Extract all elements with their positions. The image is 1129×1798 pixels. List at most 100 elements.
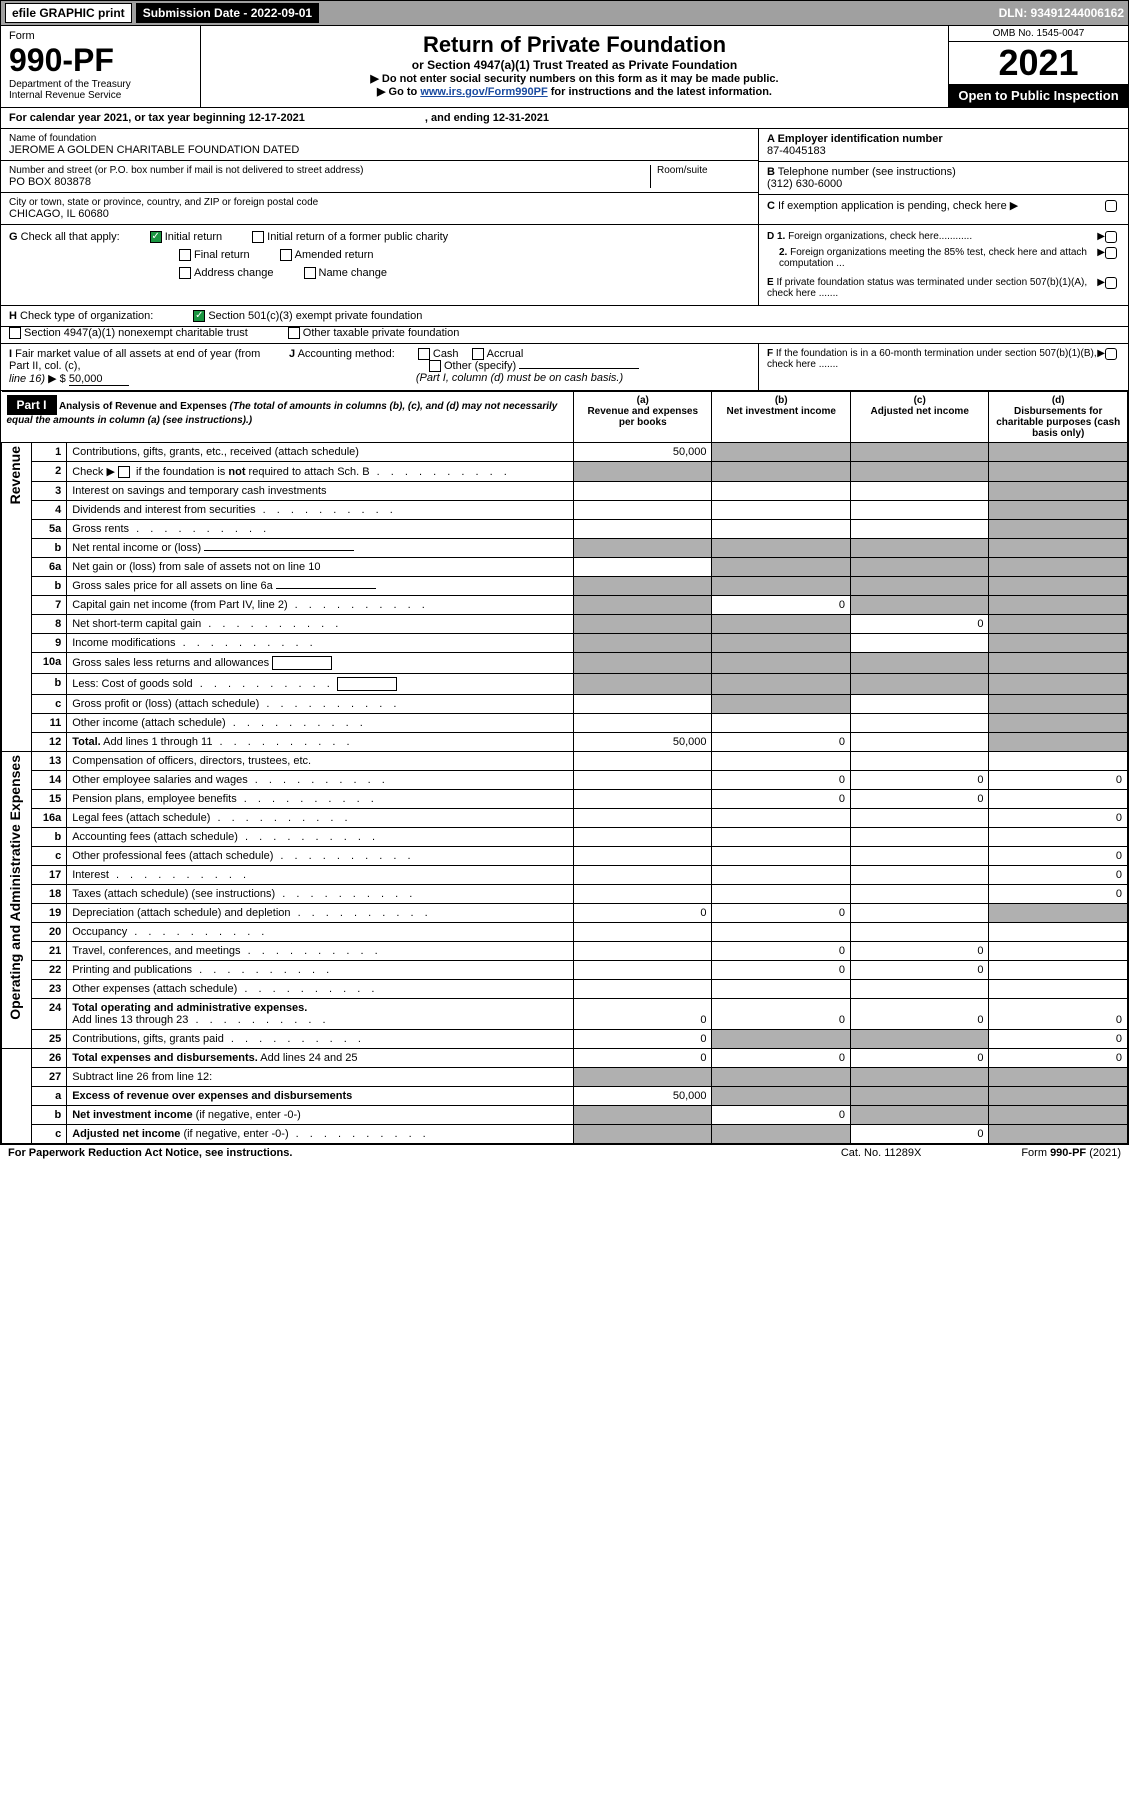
- i-mid: J Accounting method: Cash Accrual Other …: [281, 344, 758, 390]
- line21-c: 0: [850, 942, 988, 961]
- line1: Contributions, gifts, grants, etc., rece…: [67, 443, 574, 462]
- exemption-checkbox[interactable]: [1105, 200, 1117, 212]
- paperwork-notice: For Paperwork Reduction Act Notice, see …: [8, 1147, 292, 1159]
- b-text: Telephone number (see instructions): [775, 166, 956, 178]
- other-taxable-check[interactable]: Other taxable private foundation: [288, 327, 460, 339]
- line24-a: 0: [574, 999, 712, 1030]
- c-bold: C: [767, 200, 775, 212]
- line15: Pension plans, employee benefits: [67, 790, 574, 809]
- part1-label: Part I: [7, 395, 57, 415]
- cal-begin: For calendar year 2021, or tax year begi…: [9, 112, 305, 124]
- schb-checkbox[interactable]: [118, 466, 130, 478]
- ein-cell: A Employer identification number 87-4045…: [759, 129, 1128, 162]
- dept-treasury: Department of the Treasury: [9, 79, 192, 90]
- c-text: If exemption application is pending, che…: [775, 200, 1007, 212]
- name-change[interactable]: Name change: [304, 267, 388, 279]
- line10b: Less: Cost of goods sold: [67, 674, 574, 695]
- line6b: Gross sales price for all assets on line…: [67, 577, 574, 596]
- f-text: If the foundation is in a 60-month termi…: [767, 348, 1097, 370]
- submission-date: Submission Date - 2022-09-01: [136, 3, 319, 23]
- top-bar: efile GRAPHIC print Submission Date - 20…: [1, 1, 1128, 26]
- final-return[interactable]: Final return: [179, 249, 250, 261]
- line5a: Gross rents: [67, 520, 574, 539]
- g-left: G Check all that apply: Initial return I…: [1, 225, 758, 305]
- tax-year: 2021: [949, 42, 1128, 84]
- form-title: Return of Private Foundation: [207, 32, 942, 58]
- form-subtitle: or Section 4947(a)(1) Trust Treated as P…: [207, 58, 942, 72]
- efile-label[interactable]: efile GRAPHIC print: [5, 3, 132, 23]
- h-row2: Section 4947(a)(1) nonexempt charitable …: [1, 327, 1128, 344]
- line12: Total. Add lines 1 through 11: [67, 733, 574, 752]
- h-label: H Check type of organization:: [9, 310, 153, 322]
- line24-b: 0: [712, 999, 850, 1030]
- line16c: Other professional fees (attach schedule…: [67, 847, 574, 866]
- initial-former[interactable]: Initial return of a former public charit…: [252, 231, 448, 243]
- line27a: Excess of revenue over expenses and disb…: [67, 1087, 574, 1106]
- i-left: I Fair market value of all assets at end…: [1, 344, 281, 390]
- line16b: Accounting fees (attach schedule): [67, 828, 574, 847]
- city-value: CHICAGO, IL 60680: [9, 208, 750, 220]
- address-cell: Number and street (or P.O. box number if…: [1, 161, 758, 193]
- line25-d: 0: [989, 1030, 1128, 1049]
- g-right: D 1. Foreign organizations, check here..…: [758, 225, 1128, 305]
- part1-title: Analysis of Revenue and Expenses: [59, 401, 227, 412]
- note2-prefix: ▶ Go to: [377, 86, 420, 98]
- d2-checkbox[interactable]: [1105, 247, 1117, 259]
- line25: Contributions, gifts, grants paid: [67, 1030, 574, 1049]
- address-change[interactable]: Address change: [179, 267, 274, 279]
- line24-c: 0: [850, 999, 988, 1030]
- line19: Depreciation (attach schedule) and deple…: [67, 904, 574, 923]
- line5b: Net rental income or (loss): [67, 539, 574, 558]
- cash-basis-note: (Part I, column (d) must be on cash basi…: [289, 372, 750, 384]
- f-checkbox[interactable]: [1105, 348, 1117, 360]
- cal-end: , and ending 12-31-2021: [425, 112, 549, 124]
- line14-b: 0: [712, 771, 850, 790]
- line27b: Net investment income (if negative, ente…: [67, 1106, 574, 1125]
- 4947-check[interactable]: Section 4947(a)(1) nonexempt charitable …: [9, 327, 248, 339]
- cash-check[interactable]: Cash: [418, 348, 459, 360]
- header-row: Part I Analysis of Revenue and Expenses …: [2, 392, 1128, 443]
- line2: Check ▶ if the foundation is not require…: [67, 462, 574, 482]
- dln: DLN: 93491244006162: [999, 6, 1124, 20]
- e-checkbox[interactable]: [1105, 277, 1117, 289]
- form-ref: Form 990-PF (2021): [1021, 1147, 1121, 1159]
- note2-suffix: for instructions and the latest informat…: [548, 86, 772, 98]
- line15-b: 0: [712, 790, 850, 809]
- i-row: I Fair market value of all assets at end…: [1, 344, 1128, 391]
- open-public: Open to Public Inspection: [949, 84, 1128, 107]
- line25-a: 0: [574, 1030, 712, 1049]
- phone-cell: B Telephone number (see instructions) (3…: [759, 162, 1128, 195]
- line26-b: 0: [712, 1049, 850, 1068]
- form-container: efile GRAPHIC print Submission Date - 20…: [0, 0, 1129, 1145]
- line14-c: 0: [850, 771, 988, 790]
- line26-c: 0: [850, 1049, 988, 1068]
- foundation-name-cell: Name of foundation JEROME A GOLDEN CHARI…: [1, 129, 758, 161]
- line9: Income modifications: [67, 634, 574, 653]
- i-arrow: ▶ $: [45, 373, 69, 385]
- initial-return[interactable]: Initial return: [150, 231, 222, 243]
- amended-return[interactable]: Amended return: [280, 249, 374, 261]
- accrual-check[interactable]: Accrual: [472, 348, 524, 360]
- line16a-d: 0: [989, 809, 1128, 828]
- d1-checkbox[interactable]: [1105, 231, 1117, 243]
- line14-d: 0: [989, 771, 1128, 790]
- header-right: OMB No. 1545-0047 2021 Open to Public In…: [948, 26, 1128, 107]
- id-left: Name of foundation JEROME A GOLDEN CHARI…: [1, 129, 758, 224]
- line26-d: 0: [989, 1049, 1128, 1068]
- line11: Other income (attach schedule): [67, 714, 574, 733]
- other-specify[interactable]: Other (specify): [429, 360, 750, 372]
- form-header: Form 990-PF Department of the Treasury I…: [1, 26, 1128, 108]
- h-row: H Check type of organization: Section 50…: [1, 306, 1128, 327]
- fmv-value: 50,000: [69, 373, 129, 386]
- page-footer: For Paperwork Reduction Act Notice, see …: [0, 1145, 1129, 1161]
- calendar-year-row: For calendar year 2021, or tax year begi…: [1, 108, 1128, 129]
- line13: Compensation of officers, directors, tru…: [67, 752, 574, 771]
- 501c3-check[interactable]: Section 501(c)(3) exempt private foundat…: [193, 310, 422, 322]
- form-label: Form: [9, 30, 192, 42]
- name-label: Name of foundation: [9, 133, 750, 144]
- id-right: A Employer identification number 87-4045…: [758, 129, 1128, 224]
- line18: Taxes (attach schedule) (see instruction…: [67, 885, 574, 904]
- addr-label: Number and street (or P.O. box number if…: [9, 165, 650, 176]
- line24-d: 0: [989, 999, 1128, 1030]
- irs-link[interactable]: www.irs.gov/Form990PF: [420, 86, 547, 98]
